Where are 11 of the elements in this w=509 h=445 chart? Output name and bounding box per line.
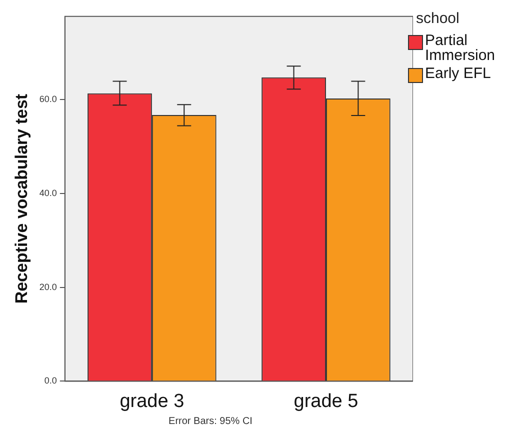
legend-title: school xyxy=(416,10,460,27)
y-tick-label: 20.0 xyxy=(39,282,57,292)
y-tick-label: 40.0 xyxy=(39,188,57,198)
x-tick-label: grade 5 xyxy=(294,390,358,412)
x-tick-label: grade 3 xyxy=(120,390,184,412)
y-tick-label: 60.0 xyxy=(39,94,57,104)
legend-label: Partial Immersion xyxy=(425,32,496,64)
y-tick-label: 0.0 xyxy=(44,376,57,386)
y-axis-title: Receptive vocabulary test xyxy=(12,94,31,304)
legend-label: Early EFL xyxy=(425,65,491,82)
text: Error Bars: 95% CI xyxy=(168,416,254,427)
